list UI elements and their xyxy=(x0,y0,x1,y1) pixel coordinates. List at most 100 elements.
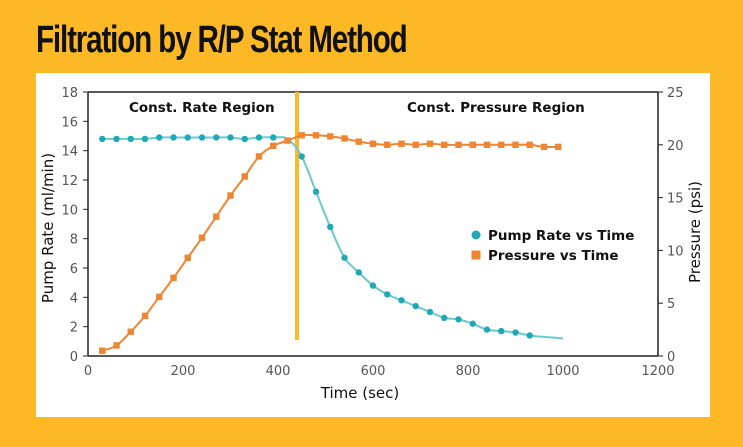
x-tick-label: 600 xyxy=(361,364,386,379)
const-pressure-region-label: Const. Pressure Region xyxy=(407,100,585,116)
pressure-point xyxy=(184,254,191,261)
pump-rate-point xyxy=(341,254,348,261)
pump-rate-point xyxy=(184,134,191,141)
series-group xyxy=(99,132,564,354)
pump-rate-point xyxy=(270,134,277,141)
pump-rate-point xyxy=(170,134,177,141)
y-tick-label: 6 xyxy=(70,262,78,277)
pressure-point xyxy=(312,132,320,139)
pressure-point xyxy=(412,141,419,148)
pump-rate-point xyxy=(469,320,476,327)
pump-rate-point xyxy=(512,329,519,336)
pump-rate-point xyxy=(455,316,462,323)
chart-panel: 0 200 400 600 800 1000 1200 0 2 4 6 8 10 12 14 16 18 0 5 10… xyxy=(36,73,710,417)
y-tick-label: 8 xyxy=(70,233,78,248)
pump-rate-point xyxy=(483,326,491,333)
y-tick-label: 10 xyxy=(61,203,78,218)
pressure-point xyxy=(284,137,291,144)
pressure-point xyxy=(170,274,177,282)
legend-pressure-label: Pressure vs Time xyxy=(488,248,619,264)
pump-rate-point xyxy=(141,135,149,143)
pressure-point xyxy=(512,141,519,148)
y2-tick-label: 0 xyxy=(667,350,675,365)
x-tick-label: 400 xyxy=(266,364,291,379)
pump-rate-point xyxy=(127,135,134,143)
x-tick-label: 1000 xyxy=(546,364,579,379)
pump-rate-point xyxy=(298,153,305,160)
legend-pressure-marker-icon xyxy=(471,250,481,260)
pressure-point xyxy=(227,192,234,199)
pump-rate-point xyxy=(369,282,377,289)
pump-rate-point xyxy=(113,135,120,143)
pressure-point xyxy=(255,153,263,160)
pressure-point xyxy=(241,173,248,180)
y2-tick-label: 25 xyxy=(667,86,684,101)
pump-rate-point xyxy=(198,134,206,141)
y2-tick-label: 15 xyxy=(667,192,684,207)
pressure-point xyxy=(469,141,476,148)
y2-axis-title: Pressure (psi) xyxy=(686,181,704,283)
pump-rate-point xyxy=(213,134,220,141)
pressure-point xyxy=(156,293,163,301)
y-tick-label: 14 xyxy=(61,145,78,160)
pressure-point xyxy=(526,141,533,148)
pressure-point xyxy=(369,140,377,147)
y-axis-title: Pump Rate (ml/min) xyxy=(39,153,57,303)
pressure-point xyxy=(213,213,220,220)
axes: 0 200 400 600 800 1000 12000246810121416180510… xyxy=(61,86,683,379)
chart-svg: 0 200 400 600 800 1000 12000246810121416180510… xyxy=(39,86,704,402)
pressure-point xyxy=(270,142,277,150)
pump-rate-point xyxy=(255,134,263,141)
pressure-point xyxy=(384,141,391,148)
y-tick-label: 0 xyxy=(70,350,78,365)
pump-rate-point xyxy=(227,134,234,141)
y2-tick-label: 20 xyxy=(667,139,684,154)
x-tick-label: 200 xyxy=(171,364,196,379)
pump-rate-point xyxy=(312,188,320,195)
pressure-point xyxy=(198,234,206,241)
pressure-point xyxy=(455,141,462,148)
pump-rate-point xyxy=(412,302,419,310)
pressure-point xyxy=(127,328,134,335)
pressure-point xyxy=(141,312,149,320)
pump-rate-point xyxy=(241,135,248,143)
pressure-point xyxy=(113,342,120,349)
pressure-point xyxy=(327,133,334,140)
y2-tick-label: 10 xyxy=(667,244,684,259)
pressure-point xyxy=(555,143,562,151)
legend-pump-rate-marker-icon xyxy=(471,230,481,240)
y-tick-label: 2 xyxy=(70,321,78,336)
y-tick-label: 18 xyxy=(61,86,78,101)
pump-rate-point xyxy=(384,291,391,298)
pressure-point xyxy=(341,135,348,142)
y2-tick-label: 5 xyxy=(667,297,675,312)
y-tick-label: 12 xyxy=(61,174,78,189)
const-rate-region-label: Const. Rate Region xyxy=(129,100,275,116)
pump-rate-point xyxy=(426,308,434,316)
pump-rate-point xyxy=(498,327,505,335)
pressure-point xyxy=(483,141,491,148)
pump-rate-point xyxy=(99,135,106,143)
pressure-point xyxy=(498,141,505,148)
legend-pump-rate-label: Pump Rate vs Time xyxy=(488,228,634,244)
pump-rate-point xyxy=(327,223,334,231)
pressure-point xyxy=(99,347,106,354)
pump-rate-point xyxy=(441,314,448,322)
pump-rate-point xyxy=(355,269,362,276)
legend: Pump Rate vs Time Pressure vs Time xyxy=(471,228,634,264)
pump-rate-point xyxy=(398,297,405,304)
pressure-point xyxy=(441,141,448,148)
page-title: Filtration by R/P Stat Method xyxy=(36,19,408,61)
y-tick-label: 16 xyxy=(61,115,78,130)
pressure-point xyxy=(298,132,305,139)
pressure-point xyxy=(355,138,362,145)
y-tick-label: 4 xyxy=(70,291,78,306)
x-tick-label: 800 xyxy=(456,364,481,379)
pressure-point xyxy=(426,140,434,147)
x-tick-label: 1200 xyxy=(641,364,674,379)
pump-rate-point xyxy=(156,134,163,141)
x-axis-title: Time (sec) xyxy=(320,384,399,402)
pressure-point xyxy=(398,140,405,147)
pump-rate-point xyxy=(526,332,533,339)
pressure-point xyxy=(540,143,548,151)
